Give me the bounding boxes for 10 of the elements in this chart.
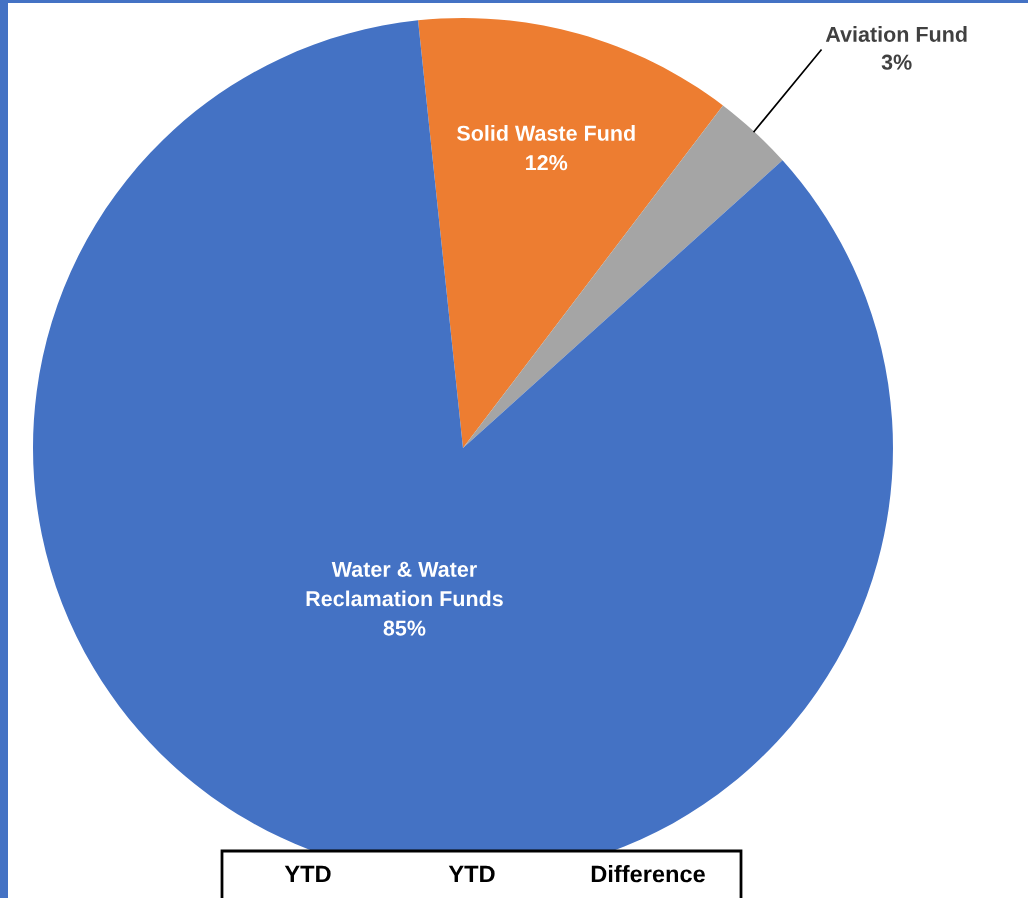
text: YTD xyxy=(284,865,331,883)
data-label: 85% xyxy=(383,620,426,636)
text: Difference xyxy=(591,864,705,883)
text: YTD xyxy=(448,865,495,883)
slice-label: Solid Waste Fund xyxy=(456,125,635,141)
data-label: 12% xyxy=(526,155,568,171)
slice-label: Aviation Fund xyxy=(825,26,967,42)
pie-slice xyxy=(418,18,723,448)
slice-label: Water & Water Reclamation Funds xyxy=(306,561,503,607)
data-label: 3% xyxy=(881,54,912,70)
